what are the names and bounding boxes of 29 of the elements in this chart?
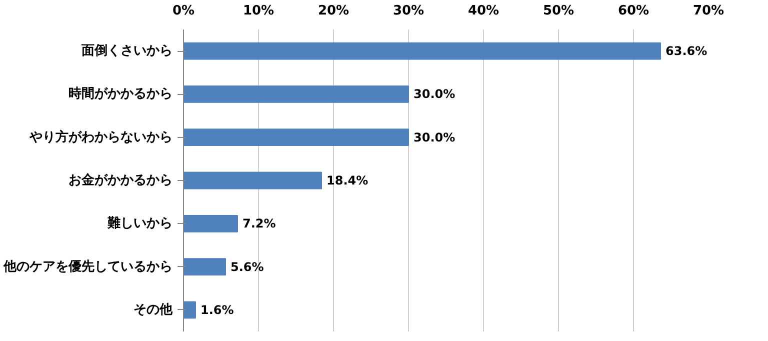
x-tick-label: 20%: [318, 4, 350, 18]
bar: [184, 258, 226, 276]
x-tick-label: 30%: [392, 4, 424, 18]
x-tick-label: 40%: [468, 4, 500, 18]
data-label: 30.0%: [414, 87, 456, 102]
bar: [184, 301, 196, 319]
bar: [184, 128, 409, 146]
bar: [184, 172, 322, 190]
y-tick-label: やり方がわからないから: [28, 128, 172, 145]
y-tick-label: 難しいから: [106, 216, 172, 232]
y-tick-label: 時間がかかるから: [68, 86, 172, 102]
data-label: 63.6%: [666, 44, 708, 58]
x-tick-label: 0%: [172, 4, 195, 18]
data-label: 30.0%: [414, 130, 456, 144]
x-tick-label: 50%: [542, 4, 574, 18]
x-tick-label: 70%: [692, 4, 724, 18]
data-label: 7.2%: [242, 216, 276, 231]
data-label: 5.6%: [230, 260, 264, 274]
y-tick-label: 他のケアを優先しているから: [2, 259, 172, 274]
bar: [184, 214, 238, 232]
bar: [184, 86, 409, 103]
bar: [184, 42, 661, 60]
data-label: 1.6%: [200, 302, 234, 317]
x-tick-label: 10%: [242, 4, 274, 18]
data-label: 18.4%: [326, 174, 368, 188]
y-tick-label: その他: [134, 302, 174, 318]
x-tick-label: 60%: [618, 4, 650, 18]
y-tick-label: 面倒くさいから: [80, 44, 172, 59]
y-tick-label: お金がかかるから: [68, 173, 172, 188]
